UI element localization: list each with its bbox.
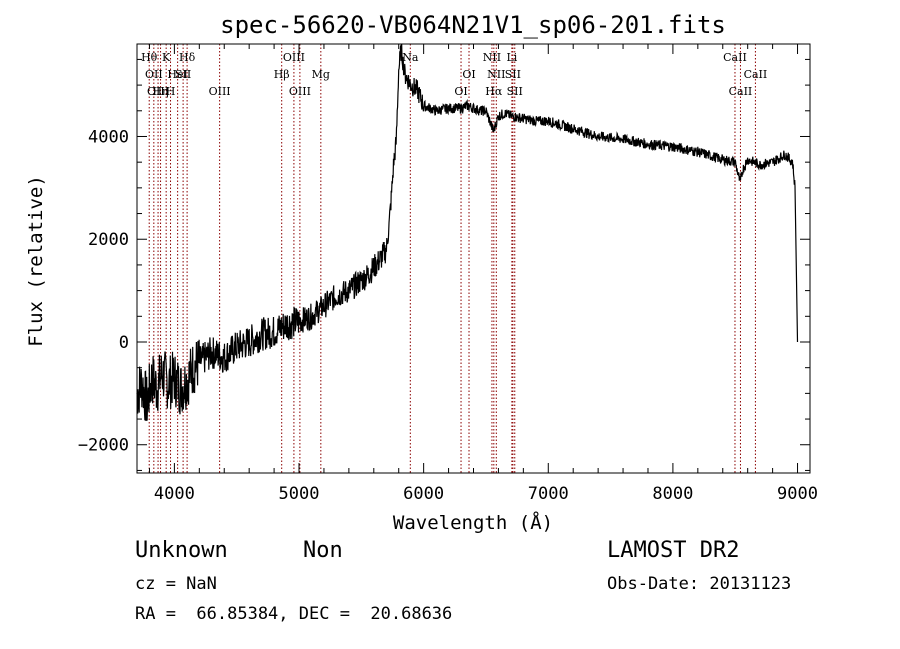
line-marker-label: CaII: [723, 51, 747, 64]
x-axis-label: Wavelength (Å): [393, 511, 553, 534]
line-marker-label: NII: [483, 51, 501, 64]
spectrum-line: [136, 44, 799, 422]
y-tick-label: 0: [119, 333, 129, 353]
object-subclass: Non: [303, 538, 343, 563]
y-tick-label: −2000: [78, 436, 129, 456]
line-marker-label: Mg: [312, 68, 330, 81]
line-marker-label: OIII: [289, 85, 311, 98]
line-marker-label: NII: [487, 68, 505, 81]
line-marker-label: Hδ: [179, 51, 196, 64]
object-class: Unknown: [135, 538, 228, 563]
line-marker-label: OIII: [147, 85, 169, 98]
obs-date-text: Obs-Date: 20131123: [607, 574, 792, 594]
line-marker-label: Hα: [485, 85, 503, 98]
chart-title: spec-56620-VB064N21V1_sp06-201.fits: [220, 11, 726, 39]
y-axis-label: Flux (relative): [25, 175, 47, 347]
line-marker-label: Na: [402, 51, 419, 64]
line-marker-label: SII: [507, 85, 523, 98]
line-marker-label: Li: [506, 51, 517, 64]
x-tick-label: 4000: [154, 484, 195, 504]
line-marker-label: HeI: [167, 68, 187, 81]
line-marker-label: OII: [145, 68, 163, 81]
y-tick-label: 4000: [88, 127, 129, 147]
x-tick-label: 6000: [403, 484, 444, 504]
line-marker-label: OIII: [283, 51, 305, 64]
line-marker-label: SII: [175, 68, 191, 81]
x-tick-label: 8000: [652, 484, 693, 504]
line-marker-label: CaII: [744, 68, 768, 81]
x-axis: 4000 5000 6000 7000 8000 9000: [148, 44, 818, 504]
line-marker-label: K: [162, 51, 171, 64]
x-tick-label: 5000: [279, 484, 320, 504]
line-marker-label: OI: [454, 85, 467, 98]
x-tick-label: 9000: [777, 484, 818, 504]
line-marker-labels: HθOIIOIIIHηKHHeISIIHδOIIIHβOIIIOIIIMgNaO…: [141, 51, 767, 98]
survey-name: LAMOST DR2: [607, 538, 740, 563]
line-marker-label: Hθ: [141, 51, 158, 64]
coordinates-text: RA = 66.85384, DEC = 20.68636: [135, 604, 453, 624]
line-marker-label: H: [166, 85, 176, 98]
line-marker-label: Hβ: [274, 68, 290, 81]
y-tick-label: 2000: [88, 230, 129, 250]
redshift-text: cz = NaN: [135, 574, 217, 594]
line-marker-label: OIII: [209, 85, 231, 98]
line-marker-label: OI: [462, 68, 475, 81]
x-tick-label: 7000: [528, 484, 569, 504]
line-marker-label: SII: [505, 68, 521, 81]
line-markers: [148, 44, 756, 473]
line-marker-label: Hη: [152, 85, 168, 98]
y-axis: −2000 0 2000 4000: [78, 58, 810, 471]
line-marker-label: CaII: [729, 85, 753, 98]
